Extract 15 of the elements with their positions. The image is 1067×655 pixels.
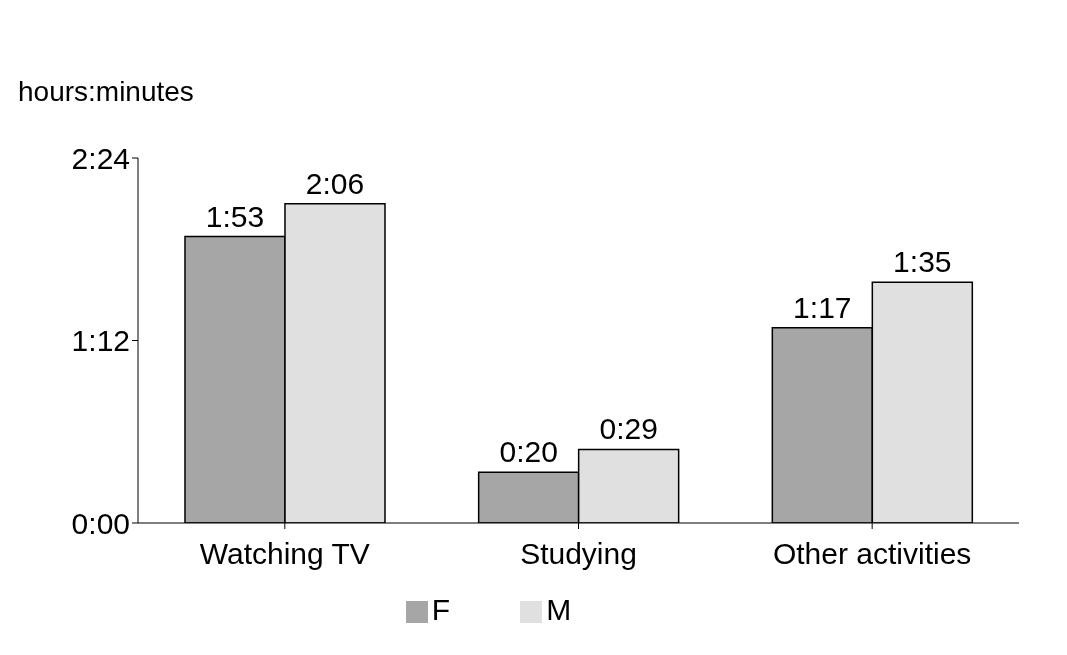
- y-tick-label: 2:24: [71, 141, 130, 175]
- data-label: 1:35: [893, 245, 952, 279]
- data-label: 1:17: [793, 290, 852, 324]
- legend-label: F: [431, 593, 451, 626]
- y-tick-label: 1:12: [71, 324, 130, 358]
- x-tick-label: Watching TV: [199, 537, 370, 571]
- x-tick-label: Other activities: [772, 537, 972, 571]
- data-label: 0:29: [599, 412, 658, 446]
- data-label: 0:20: [499, 435, 558, 469]
- x-tick-label: Studying: [520, 537, 637, 571]
- data-label: 2:06: [305, 166, 365, 200]
- legend-label: M: [546, 593, 572, 626]
- y-axis-title: hours:minutes: [18, 76, 194, 108]
- y-tick-label: 0:00: [71, 506, 130, 540]
- data-label: 1:53: [205, 199, 265, 233]
